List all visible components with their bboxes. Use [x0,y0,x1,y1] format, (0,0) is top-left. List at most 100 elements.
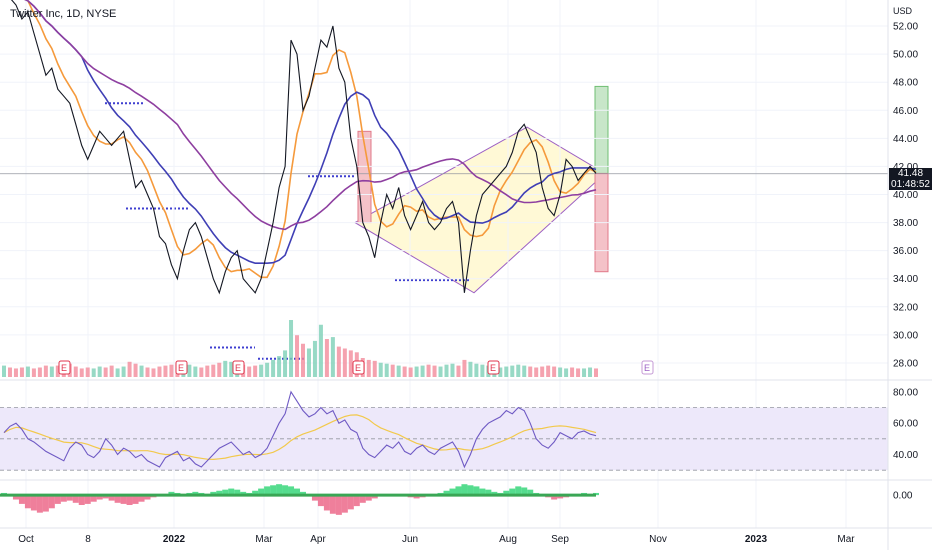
oscillator-bar [144,495,151,500]
oscillator-bar [335,495,342,515]
volume-bar [37,367,42,377]
volume-bar [97,366,102,377]
oscillator-bar [557,495,564,499]
price-tick-label: 38.00 [893,218,918,229]
rsi-ma-line [3,414,597,461]
earnings-marker-label: E [355,363,361,373]
volume-bar [103,367,108,377]
rsi-tick-label: 80.00 [893,387,918,398]
volume-bar [570,367,575,377]
oscillator-bar [282,485,289,496]
oscillator-bar [317,495,324,507]
volume-bar [163,365,168,377]
oscillator-bar [138,495,145,502]
oscillator-bar [288,486,295,496]
oscillator-bar [228,488,235,496]
chart-pattern-diamond [353,126,606,294]
volume-bar [91,368,96,377]
oscillator-bar [18,495,25,504]
time-tick-label: Sep [551,534,569,545]
oscillator-bar [503,490,510,496]
volume-bar [109,365,114,377]
volume-bar [199,367,204,377]
volume-bar [133,363,138,377]
oscillator-bar [527,489,534,496]
price-tick-label: 32.00 [893,302,918,313]
volume-bar [540,366,545,377]
oscillator-bar [443,490,450,496]
oscillator-bar [42,495,49,512]
oscillator-bar [66,495,73,501]
time-tick-label: 2023 [745,534,768,545]
time-tick-label: Jun [402,534,418,545]
volume-bar [510,365,515,377]
earnings-marker [58,360,71,375]
rsi-layer [0,390,888,471]
oscillator-bar [413,495,420,499]
volume-bar [318,324,323,377]
rsi-tick-label: 40.00 [893,450,918,461]
time-tick-label: Apr [310,534,326,545]
oscillator-bar [126,495,133,505]
volume-bar [588,367,593,377]
currency-label: USD [893,6,913,16]
oscillator-bar [102,495,109,499]
time-tick-label: 8 [85,534,91,545]
volume-bar [576,368,581,377]
volume-bar [169,364,174,377]
oscillator-bar [240,491,247,496]
volume-bar [259,364,264,377]
volume-bar [2,365,6,377]
price-tick-label: 44.00 [893,134,918,145]
ma-slow-line [24,0,597,264]
volume-bar [438,366,443,377]
volume-bar [271,359,276,377]
oscillator-bar [192,491,199,496]
earnings-marker-label: E [644,363,650,373]
time-tick-label: Aug [499,534,517,545]
volume-bar [205,365,210,377]
oscillator-bar [294,488,301,496]
volume-bar [31,368,36,377]
time-tick-label: Mar [255,534,273,545]
volume-bar [390,364,395,377]
oscillator-bar [30,495,37,511]
price-tick-label: 50.00 [893,50,918,61]
volume-bar [300,343,305,377]
volume-bar [564,368,569,377]
volume-bar [85,367,90,377]
price-series-line [10,0,597,295]
earnings-marker-label: E [490,363,496,373]
volume-bar [73,366,78,377]
oscillator-bar [479,488,486,496]
oscillator-bar [473,486,480,496]
price-tick-label: 52.00 [893,22,918,33]
volume-bar [19,367,24,377]
earnings-marker [641,360,654,375]
chart-title: Twitter Inc, 1D, NYSE [10,8,117,20]
volume-bar [582,368,587,377]
oscillator-bar [365,495,372,501]
volume-bar [480,364,485,377]
volume-bar [25,366,30,377]
oscillator-bar [72,495,79,503]
volume-bar [504,366,509,377]
current-price-badge[interactable]: 41.48 01:48:52 [889,168,932,190]
oscillator-bar [491,491,498,496]
oscillator-bar [48,495,55,509]
volume-bar [534,367,539,377]
price-layer [10,0,597,295]
oscillator-bar [264,486,271,496]
volume-bar [366,359,371,377]
oscillator-bar [210,491,217,496]
oscillator-bar [36,495,43,513]
volume-bar [420,365,425,377]
volume-bar [474,363,479,377]
volume-bar [348,350,353,377]
price-tick-label: 46.00 [893,106,918,117]
oscillator-bar [485,489,492,496]
volume-bar [342,348,347,377]
